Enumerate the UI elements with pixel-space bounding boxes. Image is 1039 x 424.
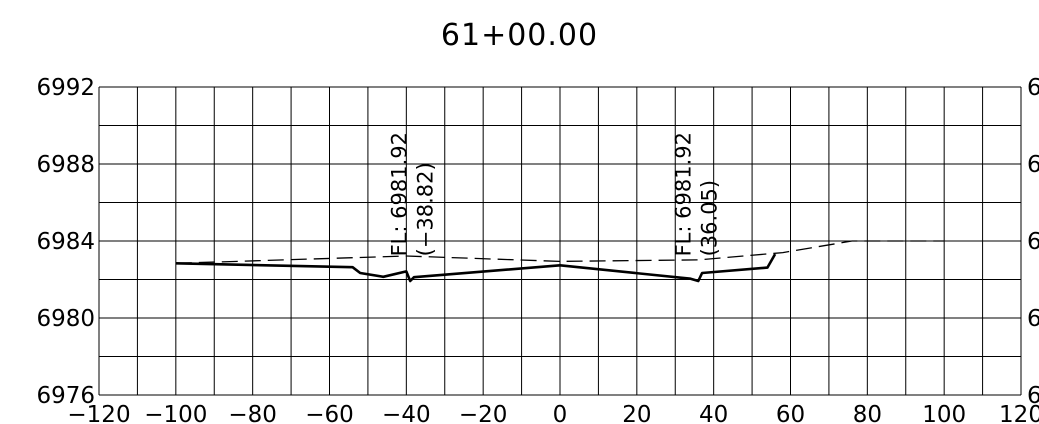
existing-ground-line [175,240,945,264]
x-tick-label: −100 [144,402,207,424]
x-tick-label: 80 [853,402,882,424]
x-tick-label: 120 [999,402,1039,424]
y-tick-label: 6988 [36,152,95,178]
x-tick-label: 0 [553,402,568,424]
right-tick-label: 6 [1027,229,1039,255]
x-tick-label: −120 [67,402,130,424]
flowline-annotation: FL: 6981.92 (−38.82) [387,132,437,256]
x-tick-label: −60 [305,402,354,424]
flowline-annotation: FL: 6981.92 (36.05) [672,132,722,256]
x-tick-label: −80 [228,402,277,424]
x-tick-label: 60 [776,402,805,424]
right-tick-label: 6 [1027,152,1039,178]
y-tick-label: 6980 [36,306,95,332]
right-tick-label: 6 [1027,383,1039,409]
x-tick-label: −20 [459,402,508,424]
flowline-station-label: (36.05) [698,180,722,257]
chart-series [175,240,945,283]
right-tick-label: 6 [1027,75,1039,101]
x-tick-label: 100 [922,402,966,424]
y-tick-label: 6992 [36,75,95,101]
proposed-grade-line [175,253,777,283]
y-tick-label: 6984 [36,229,95,255]
axis-tick-labels: 6976 6980 6984 6988 6992 6 6 6 6 6 −120 −100 −80 −60 −… [36,75,1039,424]
chart-title: 61+00.00 [440,18,599,53]
flowline-label: FL: 6981.92 [387,132,411,256]
y-tick-label: 6976 [36,383,95,409]
x-tick-label: −40 [382,402,431,424]
flowline-station-label: (−38.82) [413,162,437,256]
flowline-label: FL: 6981.92 [672,132,696,256]
chart-annotations: FL: 6981.92 (−38.82) FL: 6981.92 (36.05) [387,132,721,256]
x-tick-label: 40 [699,402,728,424]
x-tick-label: 20 [622,402,651,424]
chart-grid [98,86,1022,396]
right-tick-label: 6 [1027,306,1039,332]
